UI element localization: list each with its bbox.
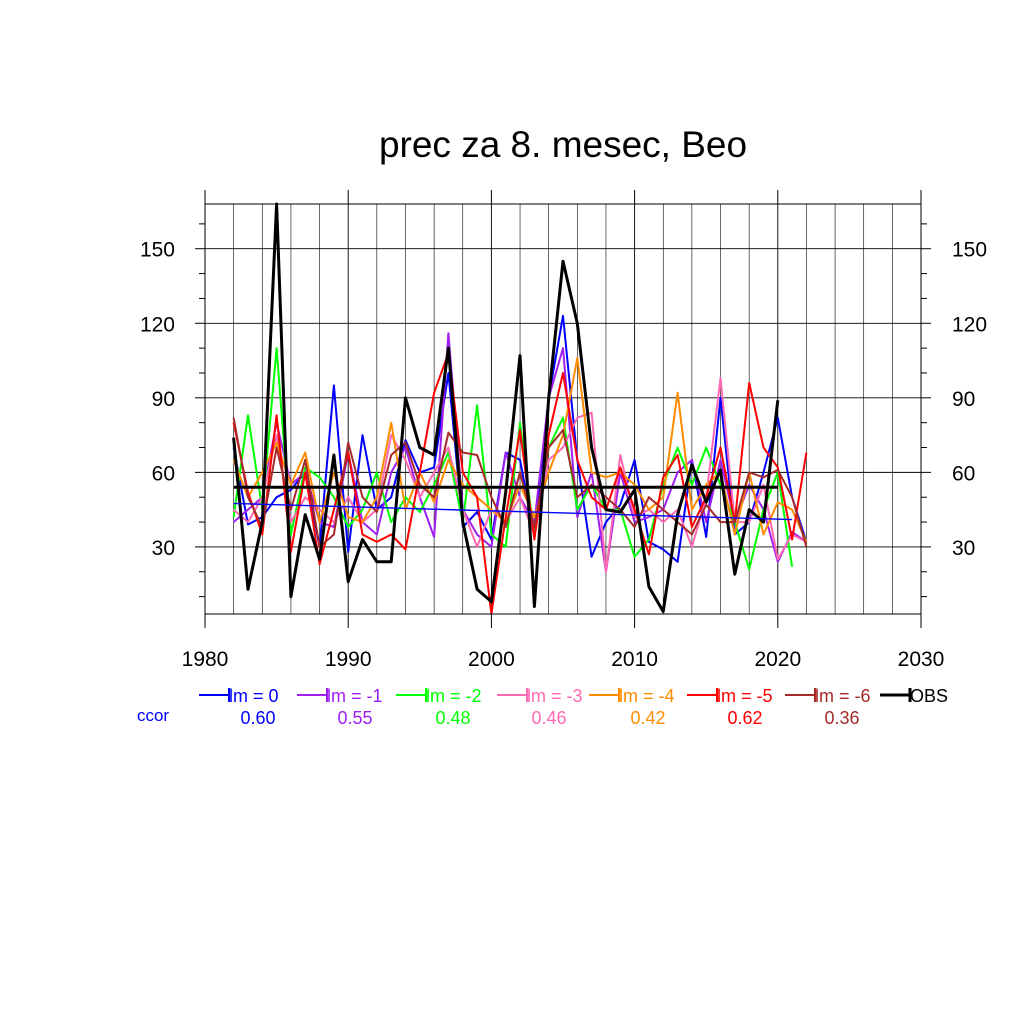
chart-title: prec za 8. mesec, Beo xyxy=(379,124,747,165)
legend-label-6: lm = -6 xyxy=(815,686,871,706)
legend-label-1: lm = -1 xyxy=(327,686,383,706)
series-line-5 xyxy=(232,352,808,615)
legend-label-5: lm = -5 xyxy=(717,686,773,706)
series-line-6 xyxy=(232,417,808,548)
x-tick-label: 1990 xyxy=(325,648,372,671)
legend-label-0: lm = 0 xyxy=(229,686,279,706)
y-tick-label: 60 xyxy=(152,462,175,485)
series-line-3 xyxy=(232,376,807,573)
x-tick-label: 2020 xyxy=(754,648,801,671)
ccor-value-6: 0.36 xyxy=(824,708,859,728)
legend-label-3: lm = -3 xyxy=(527,686,583,706)
plot-frame xyxy=(204,203,922,615)
y-tick-label: 120 xyxy=(140,313,175,336)
x-tick-label: 1980 xyxy=(182,648,229,671)
series-layer xyxy=(232,202,808,615)
y-tick-label-right: 150 xyxy=(952,239,987,262)
y-tick-label: 30 xyxy=(152,537,175,560)
ccor-value-5: 0.62 xyxy=(727,708,762,728)
ccor-label: ccor xyxy=(137,706,169,725)
legend-label-2: lm = -2 xyxy=(426,686,482,706)
trend-layer xyxy=(233,485,793,521)
y-tick-label-right: 90 xyxy=(952,388,975,411)
ccor-value-4: 0.42 xyxy=(630,708,665,728)
trend-line-0 xyxy=(233,502,793,521)
y-tick-label: 150 xyxy=(140,239,175,262)
series-line-7 xyxy=(232,202,780,613)
grid-layer xyxy=(205,204,921,614)
y-tick-label: 90 xyxy=(152,388,175,411)
y-tick-label-right: 60 xyxy=(952,462,975,485)
legend-label-4: lm = -4 xyxy=(619,686,675,706)
y-tick-label-right: 120 xyxy=(952,313,987,336)
ccor-value-2: 0.48 xyxy=(435,708,470,728)
x-tick-label: 2030 xyxy=(898,648,945,671)
x-tick-label: 2000 xyxy=(468,648,515,671)
legend-label-7: OBS xyxy=(910,686,948,706)
x-tick-label: 2010 xyxy=(611,648,658,671)
axis-layer: 1980 1990 2000 2010 2020 2030 30 30 60 60 90 90 120 1… xyxy=(140,190,987,671)
y-tick-label-right: 30 xyxy=(952,537,975,560)
ccor-value-3: 0.46 xyxy=(531,708,566,728)
ccor-value-1: 0.55 xyxy=(337,708,372,728)
ccor-value-0: 0.60 xyxy=(240,708,275,728)
